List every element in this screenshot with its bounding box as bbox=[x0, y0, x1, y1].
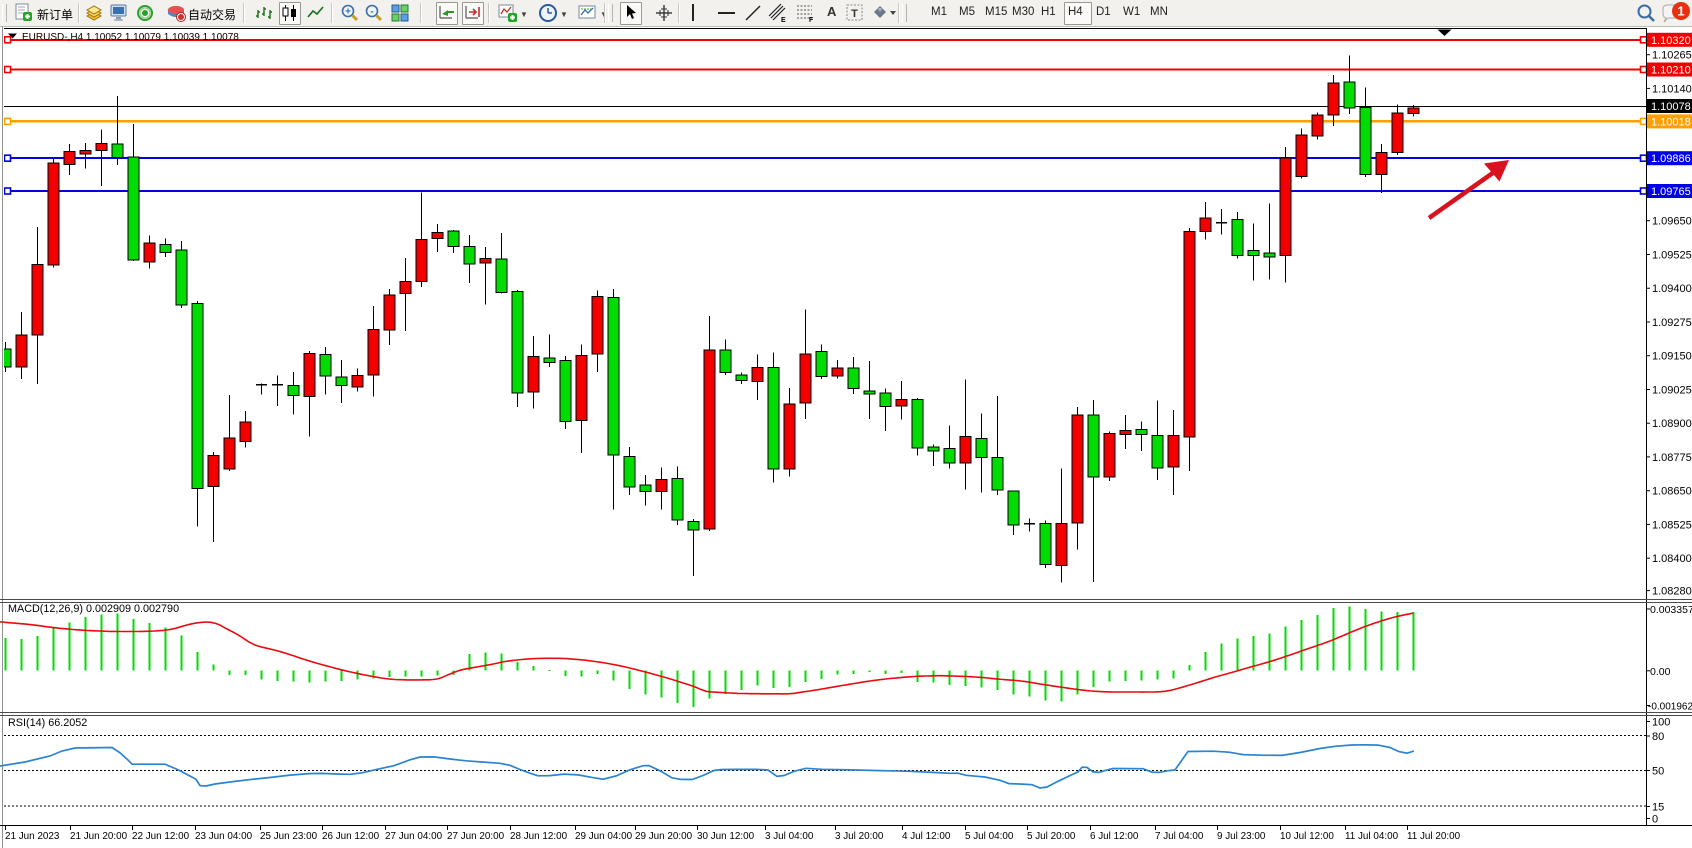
svg-text:1.10210: 1.10210 bbox=[1651, 65, 1691, 77]
svg-text:MACD(12,26,9) 0.002909 0.00279: MACD(12,26,9) 0.002909 0.002790 bbox=[8, 603, 179, 615]
svg-text:1.10265: 1.10265 bbox=[1652, 50, 1692, 62]
svg-text:1.09650: 1.09650 bbox=[1652, 216, 1692, 228]
svg-text:1: 1 bbox=[1677, 4, 1684, 19]
svg-text:1.10018: 1.10018 bbox=[1651, 116, 1691, 128]
svg-text:1.10140: 1.10140 bbox=[1652, 83, 1692, 95]
svg-text:-0.001962: -0.001962 bbox=[1648, 702, 1692, 713]
svg-text:11 Jul 20:00: 11 Jul 20:00 bbox=[1407, 831, 1461, 842]
svg-text:1.09275: 1.09275 bbox=[1652, 317, 1692, 329]
svg-text:25 Jun 23:00: 25 Jun 23:00 bbox=[260, 831, 318, 842]
svg-text:-: - bbox=[370, 7, 373, 18]
svg-text:1.10320: 1.10320 bbox=[1651, 35, 1691, 47]
svg-text:6 Jul 12:00: 6 Jul 12:00 bbox=[1090, 831, 1139, 842]
svg-text:1.08650: 1.08650 bbox=[1652, 486, 1692, 498]
svg-text:1.08775: 1.08775 bbox=[1652, 452, 1692, 464]
svg-text:28 Jun 12:00: 28 Jun 12:00 bbox=[510, 831, 568, 842]
svg-text:27 Jun 04:00: 27 Jun 04:00 bbox=[385, 831, 443, 842]
svg-text:0.003357: 0.003357 bbox=[1650, 604, 1692, 616]
svg-text:21 Jun 2023: 21 Jun 2023 bbox=[5, 831, 60, 842]
svg-text:3 Jul 20:00: 3 Jul 20:00 bbox=[835, 831, 884, 842]
svg-text:1.09525: 1.09525 bbox=[1652, 250, 1692, 262]
svg-text:22 Jun 12:00: 22 Jun 12:00 bbox=[132, 831, 190, 842]
svg-text:21 Jun 20:00: 21 Jun 20:00 bbox=[70, 831, 128, 842]
svg-text:0.00: 0.00 bbox=[1650, 666, 1671, 678]
svg-text:7 Jul 04:00: 7 Jul 04:00 bbox=[1155, 831, 1204, 842]
svg-text:27 Jun 20:00: 27 Jun 20:00 bbox=[447, 831, 505, 842]
svg-text:5 Jul 20:00: 5 Jul 20:00 bbox=[1027, 831, 1076, 842]
svg-text:1.08900: 1.08900 bbox=[1652, 418, 1692, 430]
svg-text:E: E bbox=[781, 17, 786, 23]
svg-text:80: 80 bbox=[1652, 731, 1664, 743]
svg-text:15: 15 bbox=[1652, 802, 1664, 814]
svg-text:100: 100 bbox=[1652, 717, 1670, 729]
svg-text:T: T bbox=[851, 8, 858, 20]
svg-text:1.10078: 1.10078 bbox=[1651, 101, 1691, 113]
svg-text:9 Jul 23:00: 9 Jul 23:00 bbox=[1217, 831, 1266, 842]
svg-text:EURUSD-,H4 1.10052 1.10079 1.: EURUSD-,H4 1.10052 1.10079 1.10039 1.100… bbox=[22, 32, 239, 43]
svg-text:30 Jun 12:00: 30 Jun 12:00 bbox=[697, 831, 755, 842]
svg-text:1.09150: 1.09150 bbox=[1652, 351, 1692, 363]
svg-text:RSI(14) 66.2052: RSI(14) 66.2052 bbox=[8, 717, 87, 729]
svg-text:1.09400: 1.09400 bbox=[1652, 283, 1692, 295]
svg-text:1.09765: 1.09765 bbox=[1651, 186, 1691, 198]
svg-text:F: F bbox=[809, 17, 814, 23]
svg-text:3 Jul 04:00: 3 Jul 04:00 bbox=[765, 831, 814, 842]
svg-text:26 Jun 12:00: 26 Jun 12:00 bbox=[322, 831, 380, 842]
svg-text:10 Jul 12:00: 10 Jul 12:00 bbox=[1280, 831, 1334, 842]
svg-text:1.09025: 1.09025 bbox=[1652, 385, 1692, 397]
svg-text:4 Jul 12:00: 4 Jul 12:00 bbox=[902, 831, 951, 842]
svg-text:29 Jun 04:00: 29 Jun 04:00 bbox=[575, 831, 633, 842]
svg-text:29 Jun 20:00: 29 Jun 20:00 bbox=[635, 831, 693, 842]
svg-text:0: 0 bbox=[1652, 814, 1658, 826]
svg-text:5 Jul 04:00: 5 Jul 04:00 bbox=[965, 831, 1014, 842]
svg-text:1.09886: 1.09886 bbox=[1651, 153, 1691, 165]
svg-text:50: 50 bbox=[1652, 766, 1664, 778]
svg-text:1.08400: 1.08400 bbox=[1652, 553, 1692, 565]
svg-text:11 Jul 04:00: 11 Jul 04:00 bbox=[1345, 831, 1399, 842]
svg-text:1.08280: 1.08280 bbox=[1652, 586, 1692, 598]
svg-text:23 Jun 04:00: 23 Jun 04:00 bbox=[195, 831, 253, 842]
svg-text:1.08525: 1.08525 bbox=[1652, 519, 1692, 531]
svg-text:+: + bbox=[345, 7, 351, 18]
